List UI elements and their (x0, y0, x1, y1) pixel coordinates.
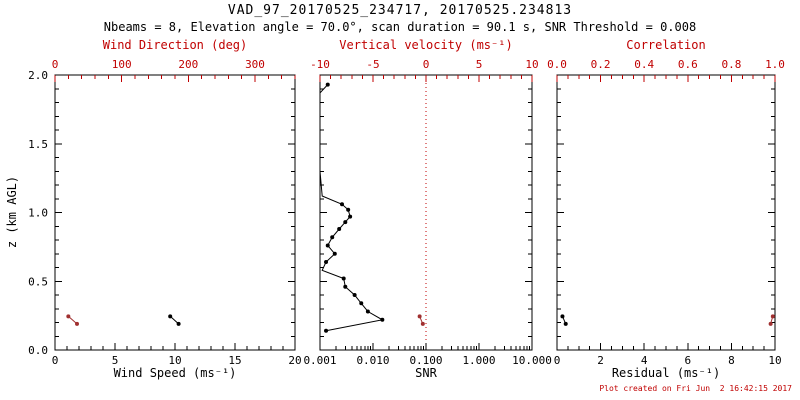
snr-profile-point (332, 251, 337, 256)
tick-label: 10 (525, 58, 538, 71)
tick-label: 5 (112, 354, 119, 367)
tick-label: 10 (168, 354, 181, 367)
snr-profile-point (346, 207, 351, 212)
panel-axes (556, 74, 776, 351)
tick-label: 0.100 (409, 354, 442, 367)
bottom-axis-label-residual: Residual (ms⁻¹) (611, 366, 721, 380)
tick-label: 0.8 (721, 58, 741, 71)
tick-label: 100 (112, 58, 132, 71)
snr-profile-point (343, 284, 348, 289)
tick-label: 2 (597, 354, 604, 367)
tick-label: 1.0 (28, 207, 48, 220)
tick-label: 4 (641, 354, 648, 367)
snr-profile-line (319, 84, 384, 332)
vertical-velocity-point (417, 314, 422, 319)
panel-snr: 0.001 0.010 0.100 1.000 10.000 -10 -5 0 5 10 (303, 58, 551, 367)
tick-label: 6 (684, 354, 691, 367)
tick-label: 10.000 (512, 354, 552, 367)
tick-label: 0.001 (303, 354, 336, 367)
snr-profile-point (325, 82, 330, 87)
tick-label: 0.6 (678, 58, 698, 71)
snr-profile-point (341, 276, 346, 281)
snr-profile-point (348, 214, 353, 219)
snr-profile-point (352, 293, 357, 297)
tick-label: 0 (52, 354, 59, 367)
snr-profile-point (337, 227, 342, 231)
tick-label: 20 (288, 354, 301, 367)
tick-label: -10 (310, 58, 330, 71)
bottom-axis-label-snr: SNR (415, 366, 437, 380)
tick-label: 200 (178, 58, 198, 71)
wind-direction-point (66, 314, 71, 319)
panel-frame (319, 74, 533, 351)
creation-timestamp: Plot created on Fri Jun 2 16:42:15 2017 (599, 384, 792, 393)
snr-profile-point (325, 243, 330, 248)
tick-label: 5 (476, 58, 483, 71)
wind-direction-point (75, 321, 79, 326)
snr-profile-point (343, 220, 348, 225)
snr-profile-point (365, 309, 370, 314)
snr-profile-point (330, 235, 335, 240)
bottom-axis-label-wind-speed: Wind Speed (ms⁻¹) (113, 366, 237, 380)
snr-profile-point (324, 328, 329, 333)
top-axis-label-wind-direction: Wind Direction (deg) (102, 38, 248, 52)
vertical-velocity-point (420, 321, 425, 326)
snr-profile-point (359, 301, 364, 306)
panel-axes (319, 74, 533, 351)
snr-profile-point (380, 317, 385, 322)
correlation-point (770, 314, 775, 319)
panel-frame (556, 74, 776, 351)
tick-label: 0.5 (28, 275, 48, 288)
tick-label: 1.5 (28, 138, 48, 151)
tick-label: 0 (554, 354, 561, 367)
tick-label: 0.0 (547, 58, 567, 71)
snr-profile-point (339, 202, 344, 207)
top-axis-label-correlation: Correlation (626, 38, 706, 52)
tick-label: 1.0 (765, 58, 785, 71)
tick-label: 0 (423, 58, 430, 71)
tick-label: 300 (245, 58, 265, 71)
residual-point (563, 321, 568, 326)
tick-label: -5 (366, 58, 379, 71)
tick-label: 1.000 (462, 354, 495, 367)
wind-speed-point (168, 314, 173, 319)
tick-label: 0.4 (634, 58, 654, 71)
tick-label: 0.010 (356, 354, 389, 367)
tick-label: 10 (768, 354, 781, 367)
panel-frame (54, 74, 296, 351)
tick-label: 0 (52, 58, 59, 71)
tick-label: 0.2 (591, 58, 611, 71)
snr-profile-point (324, 260, 329, 264)
tick-label: 2.0 (28, 69, 48, 82)
wind-speed-point (176, 321, 181, 326)
tick-label: 0.0 (28, 344, 48, 357)
correlation-point (768, 321, 773, 326)
tick-label: 8 (728, 354, 735, 367)
residual-point (560, 314, 565, 319)
panel-residual: 0 2 4 6 8 10 0.0 0.2 0.4 0.6 0.8 1.0 (547, 58, 785, 367)
plot-subtitle: Nbeams = 8, Elevation angle = 70.0°, sca… (103, 20, 697, 34)
tick-label: 15 (228, 354, 241, 367)
top-axis-label-vertical-velocity: Vertical velocity (ms⁻¹) (339, 38, 513, 52)
panel-axes (54, 74, 296, 351)
plot-title: VAD_97_20170525_234717, 20170525.234813 (227, 3, 573, 18)
